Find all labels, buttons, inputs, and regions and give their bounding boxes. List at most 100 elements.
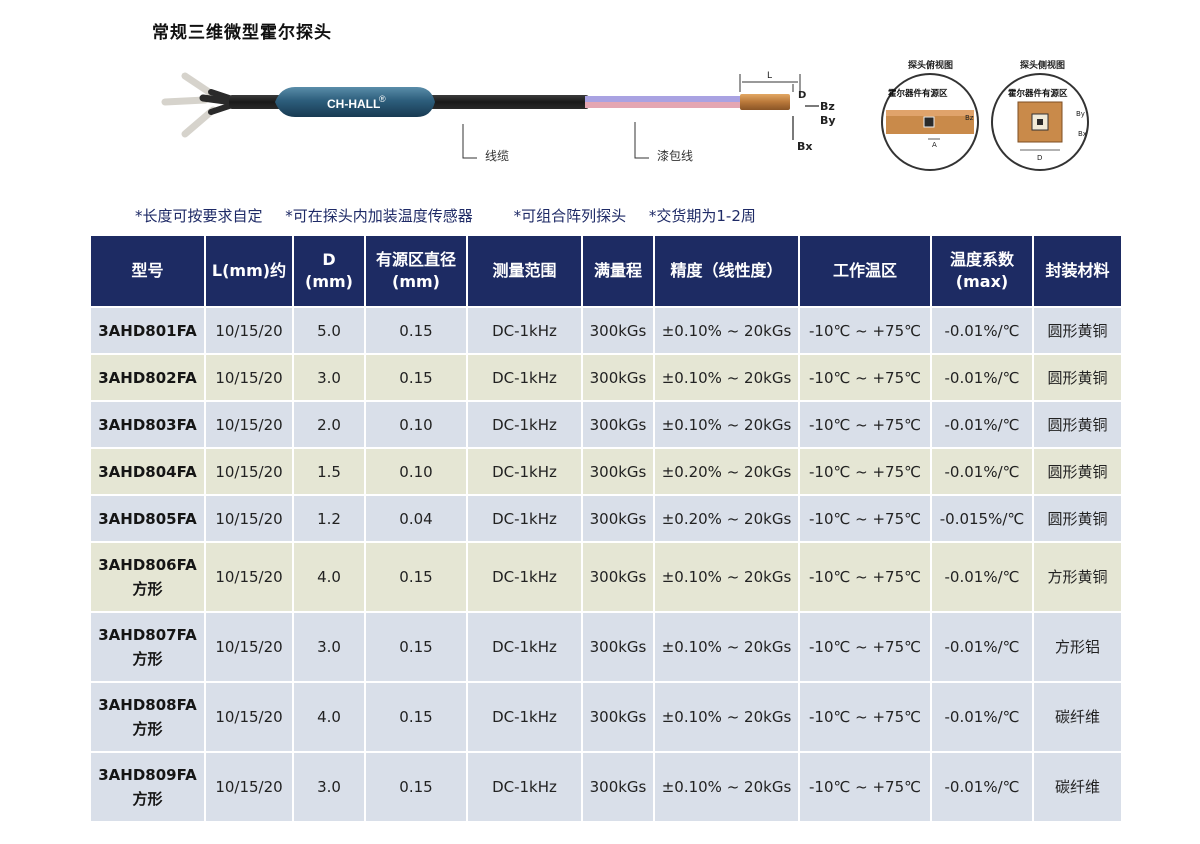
page-title: 常规三维微型霍尔探头	[152, 23, 332, 43]
active-area-cell: 0.10	[365, 400, 468, 448]
length-cell: 10/15/20	[205, 494, 294, 542]
model-cell: 3AHD803FA	[91, 400, 206, 448]
temp-coef-cell: -0.01%/℃	[931, 611, 1034, 682]
model-cell: 3AHD807FA 方形	[91, 611, 206, 682]
range-cell: DC-1kHz	[467, 306, 583, 354]
diameter-cell: 2.0	[293, 400, 366, 448]
length-cell: 10/15/20	[205, 681, 294, 752]
temp-coef-cell: -0.01%/℃	[931, 541, 1034, 612]
length-cell: 10/15/20	[205, 447, 294, 495]
range-cell: DC-1kHz	[467, 541, 583, 612]
note-delivery: *交货期为1-2周	[648, 207, 756, 225]
active-area-cell: 0.15	[365, 681, 468, 752]
note-temp-sensor: *可在探头内加装温度传感器	[285, 207, 473, 225]
temp-range-cell: -10℃ ~ +75℃	[799, 611, 932, 682]
column-header: D (mm)	[293, 236, 366, 307]
table-body: 3AHD801FA 10/15/20 5.0 0.15 DC-1kHz 300kGs ±0.…	[91, 306, 1121, 821]
active-area-cell: 0.15	[365, 353, 468, 401]
model-name: 3AHD806FA	[98, 556, 197, 574]
bz-axis-label: Bz	[820, 100, 835, 113]
column-header-label: 型号	[131, 261, 164, 280]
table-row: 3AHD804FA 10/15/20 1.5 0.10 DC-1kHz 300kGs ±0.…	[91, 447, 1121, 495]
column-header-label: 封装材料	[1045, 261, 1110, 280]
brand-text: CH-HALL	[327, 97, 380, 111]
side-view-by-label: By	[1076, 110, 1085, 118]
dimension-l-label: L	[767, 71, 772, 81]
length-cell: 10/15/20	[205, 306, 294, 354]
column-header-label: D	[322, 250, 336, 269]
temp-range-cell: -10℃ ~ +75℃	[799, 447, 932, 495]
model-cell: 3AHD802FA	[91, 353, 206, 401]
temp-range-cell: -10℃ ~ +75℃	[799, 681, 932, 752]
model-shape: 方形	[132, 720, 163, 738]
material-cell: 圆形黄铜	[1033, 353, 1121, 401]
column-header-label: 满量程	[593, 261, 642, 280]
column-header: 精度（线性度）	[654, 236, 800, 307]
column-header-sublabel: (mm)	[305, 272, 353, 291]
temp-range-cell: -10℃ ~ +75℃	[799, 353, 932, 401]
temp-coef-cell: -0.015%/℃	[931, 494, 1034, 542]
accuracy-cell: ±0.10% ~ 20kGs	[654, 541, 800, 612]
range-cell: DC-1kHz	[467, 353, 583, 401]
length-cell: 10/15/20	[205, 353, 294, 401]
diameter-cell: 3.0	[293, 751, 366, 821]
model-cell: 3AHD808FA 方形	[91, 681, 206, 752]
accuracy-cell: ±0.10% ~ 20kGs	[654, 751, 800, 821]
side-view-active-label: 霍尔器件有源区	[1008, 88, 1068, 99]
temp-range-cell: -10℃ ~ +75℃	[799, 751, 932, 821]
full-scale-cell: 300kGs	[582, 751, 655, 821]
cable-label: 线缆	[485, 149, 509, 163]
probe-body	[275, 87, 435, 117]
model-shape: 方形	[132, 580, 163, 598]
temp-range-cell: -10℃ ~ +75℃	[799, 400, 932, 448]
copper-tip	[740, 94, 790, 110]
by-axis-label: By	[820, 114, 836, 127]
diameter-cell: 1.5	[293, 447, 366, 495]
range-cell: DC-1kHz	[467, 400, 583, 448]
enamel-wire	[585, 96, 740, 102]
material-cell: 方形黄铜	[1033, 541, 1121, 612]
accuracy-cell: ±0.10% ~ 20kGs	[654, 400, 800, 448]
dimension-d-label: D	[798, 90, 806, 101]
diameter-cell: 1.2	[293, 494, 366, 542]
table-row: 3AHD806FA 方形 10/15/20 4.0 0.15 DC-1kHz 300kGs ±…	[91, 541, 1121, 612]
full-scale-cell: 300kGs	[582, 447, 655, 495]
diameter-cell: 4.0	[293, 681, 366, 752]
table-header-row: 型号 L(mm)约 D (mm) 有源区直径 (mm) 测量范围 满量程 精度（线性度） 工作温区…	[91, 236, 1121, 307]
model-shape: 方形	[132, 650, 163, 668]
column-header: 温度系数 (max)	[931, 236, 1034, 307]
side-view-caption: 探头侧视图	[1020, 60, 1065, 71]
model-name: 3AHD803FA	[98, 415, 197, 434]
active-area-cell: 0.15	[365, 751, 468, 821]
full-scale-cell: 300kGs	[582, 494, 655, 542]
column-header-label: 有源区直径	[375, 250, 456, 269]
diameter-cell: 3.0	[293, 353, 366, 401]
range-cell: DC-1kHz	[467, 447, 583, 495]
table-row: 3AHD801FA 10/15/20 5.0 0.15 DC-1kHz 300kGs ±0.…	[91, 306, 1121, 354]
active-area-cell: 0.15	[365, 611, 468, 682]
cable-callout-line	[462, 124, 477, 159]
active-area-cell: 0.04	[365, 494, 468, 542]
diameter-cell: 4.0	[293, 541, 366, 612]
model-cell: 3AHD809FA 方形	[91, 751, 206, 821]
top-view-axis-label: Bz	[965, 114, 974, 122]
range-cell: DC-1kHz	[467, 751, 583, 821]
wire-label: 漆包线	[657, 149, 693, 163]
full-scale-cell: 300kGs	[582, 611, 655, 682]
table-row: 3AHD802FA 10/15/20 3.0 0.15 DC-1kHz 300kGs ±0.…	[91, 353, 1121, 401]
full-scale-cell: 300kGs	[582, 306, 655, 354]
model-cell: 3AHD805FA	[91, 494, 206, 542]
temp-coef-cell: -0.01%/℃	[931, 681, 1034, 752]
temp-coef-cell: -0.01%/℃	[931, 751, 1034, 821]
model-cell: 3AHD801FA	[91, 306, 206, 354]
diameter-cell: 5.0	[293, 306, 366, 354]
material-cell: 圆形黄铜	[1033, 306, 1121, 354]
accuracy-cell: ±0.10% ~ 20kGs	[654, 681, 800, 752]
full-scale-cell: 300kGs	[582, 353, 655, 401]
note-array: *可组合阵列探头	[513, 207, 627, 225]
side-view-dim-label: D	[1037, 154, 1042, 162]
column-header: 有源区直径 (mm)	[365, 236, 468, 307]
length-cell: 10/15/20	[205, 541, 294, 612]
model-shape: 方形	[132, 790, 163, 808]
table-row: 3AHD807FA 方形 10/15/20 3.0 0.15 DC-1kHz 300kGs ±…	[91, 611, 1121, 682]
